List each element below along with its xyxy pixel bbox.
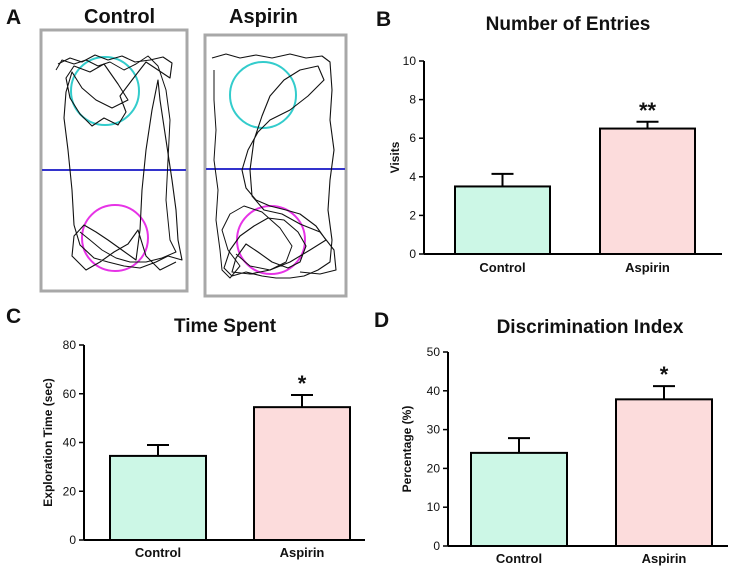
y-tick-label: 0 [433, 539, 440, 553]
movement-track-aspirin [211, 53, 337, 279]
bar-control [109, 454, 207, 541]
y-tick-label: 2 [409, 208, 416, 222]
chart-discrimination-index: Discrimination Index Percentage (%) Contro… [400, 317, 728, 566]
y-tick-label: 10 [403, 54, 417, 68]
y-tick-label: 4 [409, 170, 416, 184]
y-axis-label: Visits [388, 141, 402, 173]
bar-control [470, 451, 568, 548]
y-tick-label: 0 [409, 247, 416, 261]
y-tick-label: 50 [427, 345, 441, 359]
y-tick-label: 80 [63, 338, 77, 352]
significance-marker: * [660, 362, 669, 387]
category-label: Control [135, 545, 181, 560]
y-tick-label: 40 [427, 384, 441, 398]
maze-title-control: Control [84, 6, 155, 28]
familiar-object-zone-control [70, 56, 140, 126]
y-tick-label: 8 [409, 93, 416, 107]
bar-aspirin [599, 127, 696, 255]
panel-a: A Control Aspirin [6, 6, 348, 298]
y-axis-label: Exploration Time (sec) [41, 378, 55, 506]
panel-letter-b: B [376, 8, 391, 31]
familiar-object-zone-aspirin [229, 61, 297, 129]
maze-title-aspirin: Aspirin [229, 6, 298, 28]
y-tick-label: 0 [69, 533, 76, 547]
y-tick-label: 40 [63, 436, 77, 450]
panel-letter-d: D [374, 309, 389, 332]
chart-time-spent: Time Spent Exploration Time (sec) Control *… [41, 316, 365, 560]
significance-marker: ** [639, 98, 657, 123]
category-label: Aspirin [280, 545, 325, 560]
y-tick-label: 10 [427, 500, 441, 514]
bar-control [454, 185, 551, 255]
category-label: Control [479, 260, 525, 275]
y-tick-label: 20 [63, 484, 77, 498]
y-axis-label: Percentage (%) [400, 406, 414, 493]
category-label: Aspirin [642, 551, 687, 566]
movement-track-control [57, 54, 183, 271]
novel-object-zone-control [81, 204, 149, 272]
bar-aspirin [253, 406, 351, 541]
y-tick-label: 60 [63, 387, 77, 401]
bar-aspirin [615, 398, 713, 547]
category-label: Control [496, 551, 542, 566]
y-tick-label: 20 [427, 461, 441, 475]
chart-title: Number of Entries [486, 14, 651, 35]
movement-track-aspirin-2 [213, 70, 293, 279]
y-tick-label: 30 [427, 423, 441, 437]
movement-track-control-2 [55, 55, 177, 263]
chart-title: Discrimination Index [497, 317, 684, 338]
chart-title: Time Spent [174, 316, 277, 337]
chart-number-of-entries: Number of Entries Visits Control ** Aspirin 0… [388, 14, 722, 275]
panel-letter-a: A [6, 6, 21, 29]
y-tick-label: 6 [409, 131, 416, 145]
maze-frame-control [39, 28, 189, 293]
category-label: Aspirin [625, 260, 670, 275]
panel-letter-c: C [6, 305, 21, 328]
maze-frame-aspirin [203, 33, 348, 298]
significance-marker: * [298, 371, 307, 396]
